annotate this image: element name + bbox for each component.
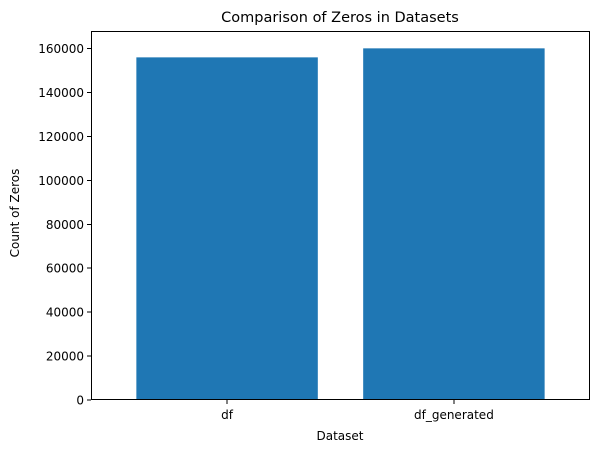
y-tick-label: 140000 [38, 86, 84, 100]
y-tick-label: 80000 [46, 218, 84, 232]
bar-df_generated [363, 48, 545, 400]
y-tick-label: 100000 [38, 174, 84, 188]
y-axis: 0 20000 40000 60000 80000 100000 120000 140000 1… [38, 42, 91, 408]
x-axis: df df_generated [221, 400, 494, 422]
y-tick-label: 60000 [46, 262, 84, 276]
y-tick-label: 120000 [38, 130, 84, 144]
x-tick-label: df_generated [414, 408, 494, 422]
y-tick-label: 40000 [46, 306, 84, 320]
chart-title: Comparison of Zeros in Datasets [221, 10, 459, 26]
y-axis-label: Count of Zeros [8, 169, 22, 258]
plot-frame [91, 31, 590, 400]
x-axis-label: Dataset [317, 429, 364, 443]
y-tick-label: 160000 [38, 42, 84, 56]
bars-layer [136, 48, 545, 401]
bar-df [136, 57, 318, 401]
x-tick-label: df [221, 408, 234, 422]
y-tick-label: 0 [76, 394, 84, 408]
y-tick-label: 20000 [46, 350, 84, 364]
axes-frame [91, 31, 590, 400]
